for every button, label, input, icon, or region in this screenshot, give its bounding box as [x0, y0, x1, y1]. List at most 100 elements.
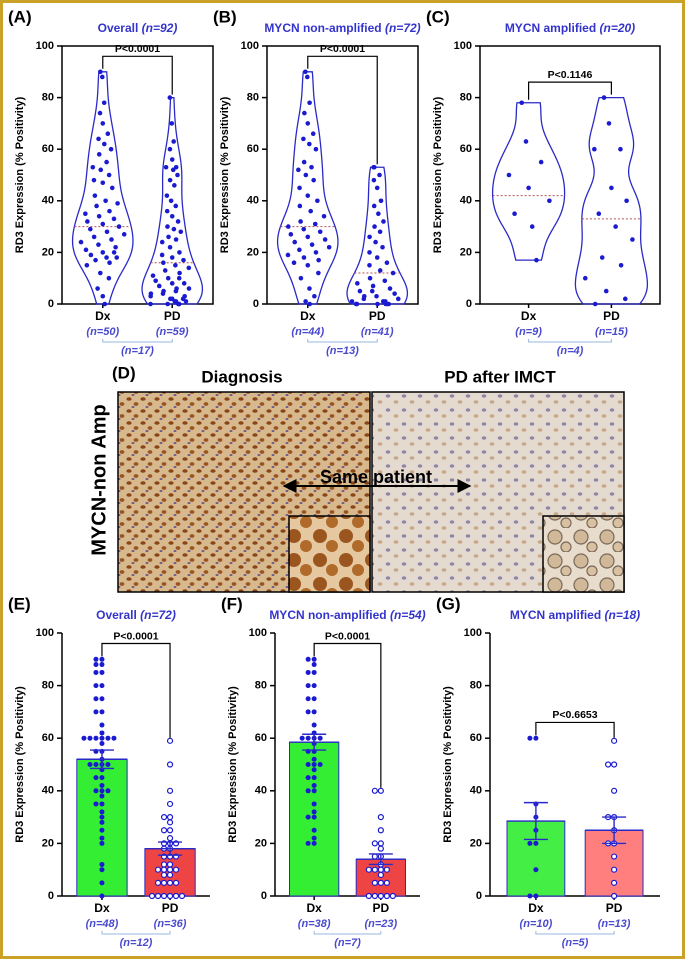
data-point — [311, 762, 317, 767]
data-point — [371, 840, 378, 847]
data-point — [369, 288, 375, 294]
image-title: PD after IMCT — [444, 367, 556, 386]
data-point — [186, 265, 192, 271]
data-point — [311, 801, 317, 807]
x-tick-label: Dx — [306, 901, 322, 915]
data-point — [302, 110, 307, 116]
data-point — [99, 683, 105, 689]
data-point — [99, 893, 105, 899]
data-point — [153, 278, 158, 284]
title-text: Overall — [98, 21, 139, 35]
data-point — [101, 100, 107, 106]
data-point — [102, 301, 108, 307]
data-point — [321, 213, 327, 219]
data-point — [93, 662, 99, 668]
paired-bracket — [102, 339, 173, 343]
data-point — [298, 219, 303, 224]
title-n: (n=20) — [600, 21, 636, 35]
y-tick-label: 80 — [460, 92, 472, 104]
data-point — [166, 761, 174, 768]
y-tick-label: 100 — [241, 40, 259, 52]
data-point — [99, 783, 105, 789]
data-point — [365, 866, 372, 873]
data-point — [173, 203, 179, 209]
p-bracket — [307, 55, 378, 165]
data-point — [99, 814, 105, 820]
data-point — [305, 788, 311, 794]
data-point — [527, 893, 533, 899]
data-point — [376, 211, 381, 216]
data-point — [104, 159, 109, 165]
data-point — [305, 121, 311, 126]
data-point — [311, 756, 317, 762]
data-point — [96, 136, 101, 142]
data-point — [93, 696, 99, 702]
data-point — [165, 224, 170, 229]
data-point — [116, 224, 122, 229]
data-point — [93, 656, 99, 662]
chart-title: Overall (n=92) — [98, 21, 178, 35]
data-point — [78, 239, 84, 245]
data-point — [310, 131, 316, 137]
chart-title: MYCN amplified (n=18) — [510, 608, 640, 622]
data-point — [93, 788, 99, 794]
data-point — [305, 656, 311, 662]
data-point — [309, 164, 314, 170]
data-point — [383, 866, 390, 873]
data-point — [161, 260, 166, 266]
violin — [491, 102, 566, 261]
data-point — [99, 735, 105, 741]
data-point — [599, 255, 605, 260]
paired-n: (n=17) — [121, 345, 154, 357]
data-point — [610, 761, 618, 768]
data-point — [100, 121, 106, 126]
data-point — [160, 291, 166, 296]
violin — [574, 96, 649, 305]
data-point — [371, 203, 377, 209]
data-point — [88, 226, 93, 232]
data-point — [167, 95, 173, 100]
group-n: (n=23) — [364, 918, 397, 930]
data-point — [95, 286, 100, 291]
data-point — [285, 252, 291, 258]
data-point — [311, 656, 317, 662]
data-point — [613, 224, 618, 229]
data-point — [367, 263, 372, 268]
p-value: P<0.6653 — [552, 709, 597, 721]
data-point — [169, 157, 175, 162]
paired-bracket — [313, 931, 382, 935]
data-point — [305, 840, 311, 846]
data-point — [299, 735, 305, 741]
data-point — [361, 296, 367, 302]
data-point — [610, 879, 618, 886]
data-point — [100, 250, 106, 255]
error-bar — [76, 749, 128, 770]
data-point — [527, 840, 533, 846]
data-point — [165, 301, 170, 307]
x-tick-label: PD — [603, 309, 620, 323]
panel-label: (C) — [426, 7, 450, 26]
y-tick-label: 60 — [255, 732, 267, 744]
data-point — [93, 683, 99, 689]
data-point — [610, 866, 618, 873]
data-point — [317, 735, 323, 741]
data-point — [160, 827, 168, 834]
data-point — [99, 840, 105, 846]
data-point — [164, 193, 170, 198]
image-panel: (D) Diagnosis PD after IMCT MYCN-non Amp… — [88, 363, 625, 593]
data-point — [93, 669, 99, 675]
y-axis-label: RD3 Expression (% Positivity) — [14, 686, 26, 843]
data-point — [109, 185, 115, 191]
y-tick-label: 80 — [255, 680, 267, 692]
data-point — [111, 735, 117, 741]
data-point — [311, 783, 317, 789]
data-point — [83, 211, 88, 216]
data-point — [92, 193, 98, 198]
data-point — [99, 662, 105, 668]
data-point — [292, 239, 298, 245]
data-point — [166, 879, 174, 886]
data-point — [111, 216, 117, 222]
title-n: (n=72) — [385, 21, 421, 35]
data-point — [606, 121, 612, 126]
